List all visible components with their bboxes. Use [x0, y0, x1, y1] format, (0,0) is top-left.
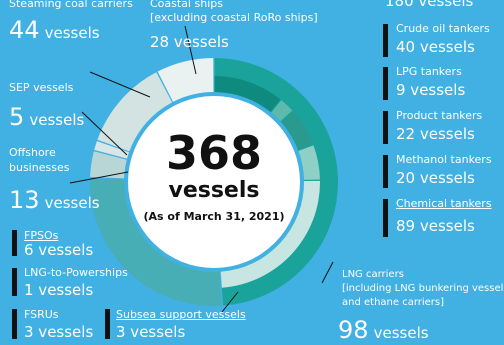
- center-note: (As of March 31, 2021): [143, 210, 285, 223]
- leader-lng: [321, 261, 334, 284]
- crude-bar: [383, 24, 388, 57]
- inner-segment-methanol-tankers: [298, 145, 320, 180]
- segment-tankers: [214, 58, 338, 306]
- ltp-bar: [12, 268, 17, 296]
- fpso-label: FPSOs: [24, 229, 59, 242]
- subsea-value: 3 vessels: [116, 323, 186, 341]
- offshore-label: Offshore: [9, 146, 56, 159]
- fsru-label: FSRUs: [24, 308, 59, 321]
- segment-lng-carriers: [90, 178, 222, 306]
- sep-count: 5: [9, 103, 25, 131]
- ltp-value: 1 vessels: [24, 281, 94, 299]
- inner-segment-product-tankers: [281, 111, 314, 150]
- tanker-inner-ring: [214, 76, 320, 288]
- offshore-count: 13: [9, 186, 40, 214]
- leader-steaming: [89, 71, 151, 98]
- coastal-label: Coastal ships: [150, 0, 223, 10]
- leader-sep: [81, 111, 128, 156]
- coastal-value: 28 vessels: [150, 33, 229, 51]
- lng-count: 98: [338, 316, 369, 344]
- methanol-bar: [383, 155, 388, 188]
- crude-value: 40 vessels: [396, 38, 475, 56]
- lng-label: LNG carriers: [342, 269, 404, 280]
- lng-sublabel-2: and ethane carriers]: [342, 297, 445, 308]
- tankers-total: 180 vessels: [385, 0, 474, 10]
- lpg-label: LPG tankers: [396, 65, 462, 78]
- chemical-label: Chemical tankers: [396, 197, 492, 210]
- segment-sep-vessels: [94, 141, 130, 159]
- center-total: 368: [165, 126, 263, 180]
- lpg-bar: [383, 67, 388, 100]
- crude-label: Crude oil tankers: [396, 22, 490, 35]
- methanol-label: Methanol tankers: [396, 153, 492, 166]
- lpg-value: 9 vessels: [396, 81, 466, 99]
- lng-sublabel-1: [including LNG bunkering vessels: [342, 283, 504, 294]
- subsea-label: Subsea support vessels: [116, 308, 246, 321]
- leader-offshore: [69, 171, 129, 184]
- sep-unit: vessels: [29, 111, 85, 129]
- fsru-value: 3 vessels: [24, 323, 94, 341]
- offshore-sublabel: businesses: [9, 161, 70, 174]
- leader-subsea: [221, 291, 239, 313]
- segment-steaming-coal-carriers: [97, 72, 173, 152]
- inner-segment-lpg-tankers: [271, 100, 293, 122]
- leader-lines: [69, 25, 334, 313]
- steaming-value: 44 vessels: [9, 18, 100, 42]
- fsru-bar: [12, 309, 17, 339]
- inner-segment-crude-oil-tankers: [214, 76, 281, 112]
- donut-center: [128, 96, 300, 268]
- steaming-count: 44: [9, 16, 40, 44]
- lng-unit: vessels: [373, 324, 429, 342]
- offshore-value: 13 vessels: [9, 188, 100, 212]
- product-bar: [383, 111, 388, 144]
- subsea-bar: [105, 309, 110, 339]
- sep-label: SEP vessels: [9, 81, 74, 94]
- donut-segments: [90, 58, 338, 306]
- offshore-unit: vessels: [44, 194, 100, 212]
- fpso-value: 6 vessels: [24, 241, 94, 259]
- inner-segment-chemical-tankers: [220, 180, 320, 288]
- chemical-bar: [383, 199, 388, 237]
- product-value: 22 vessels: [396, 125, 475, 143]
- methanol-value: 20 vessels: [396, 169, 475, 187]
- steaming-label: Steaming coal carriers: [9, 0, 133, 10]
- leader-coastal: [184, 25, 197, 75]
- coastal-sublabel: [excluding coastal RoRo ships]: [150, 11, 318, 24]
- sep-value: 5 vessels: [9, 105, 84, 129]
- segment-offshore-businesses: [90, 151, 127, 179]
- segment-coastal-ships: [157, 58, 214, 102]
- center-unit: vessels: [168, 178, 260, 203]
- steaming-unit: vessels: [44, 24, 100, 42]
- fpso-bar: [12, 230, 17, 256]
- product-label: Product tankers: [396, 109, 483, 122]
- chemical-value: 89 vessels: [396, 217, 475, 235]
- lng-value: 98 vessels: [338, 318, 429, 342]
- ltp-label: LNG-to-Powerships: [24, 266, 128, 279]
